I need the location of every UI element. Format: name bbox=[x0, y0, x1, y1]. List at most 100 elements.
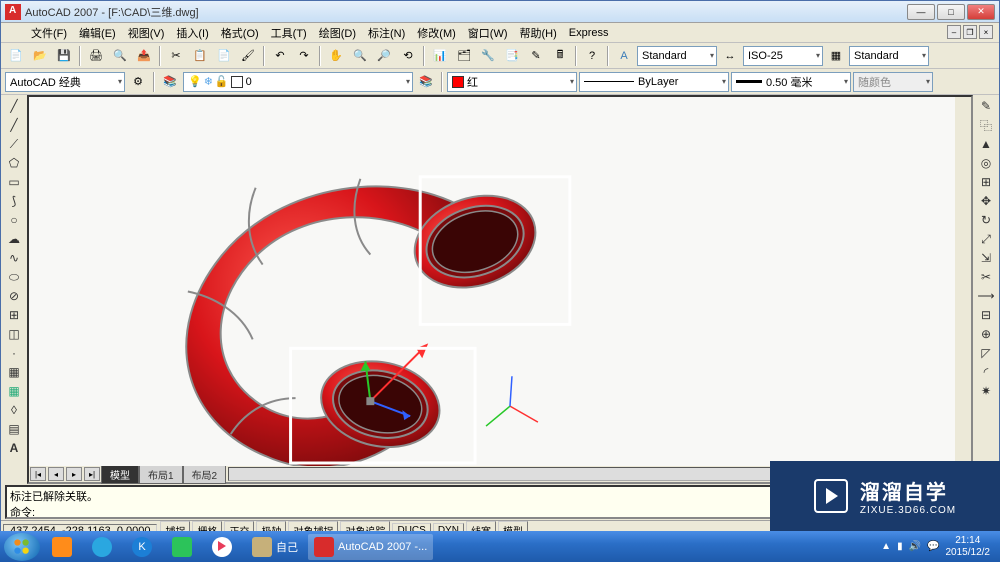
layer-props-button[interactable]: 📚 bbox=[159, 71, 181, 93]
menu-window[interactable]: 窗口(W) bbox=[462, 23, 514, 43]
menu-insert[interactable]: 插入(I) bbox=[170, 23, 214, 43]
help-button[interactable]: ? bbox=[581, 45, 603, 67]
table-tool[interactable]: ▤ bbox=[3, 420, 25, 438]
textstyle-combo[interactable]: Standard bbox=[637, 46, 717, 66]
zoom-rt-button[interactable]: 🔍 bbox=[349, 45, 371, 67]
join-tool[interactable]: ⊕ bbox=[975, 325, 997, 343]
layer-combo[interactable]: 💡 ❄ 🔓 0 bbox=[183, 72, 413, 92]
windows-taskbar[interactable]: K 自己 AutoCAD 2007 -... ▲ ▮ 🔊 💬 21:14 201… bbox=[0, 531, 1000, 562]
paste-button[interactable]: 📄 bbox=[213, 45, 235, 67]
markup-button[interactable]: ✎ bbox=[525, 45, 547, 67]
close-button[interactable]: ✕ bbox=[967, 4, 995, 20]
tablestyle-combo[interactable]: Standard bbox=[849, 46, 929, 66]
model-viewport[interactable] bbox=[29, 97, 971, 466]
zoom-prev-button[interactable]: ⟲ bbox=[397, 45, 419, 67]
taskbar-app-2[interactable] bbox=[86, 534, 122, 560]
tray-clock[interactable]: 21:14 2015/12/2 bbox=[946, 535, 991, 559]
textstyle-icon[interactable]: A bbox=[613, 45, 635, 67]
scale-tool[interactable]: ⤢ bbox=[975, 230, 997, 248]
mirror-tool[interactable]: ▲ bbox=[975, 135, 997, 153]
mdi-restore[interactable]: ❐ bbox=[963, 25, 977, 39]
menu-help[interactable]: 帮助(H) bbox=[514, 23, 563, 43]
pan-button[interactable]: ✋ bbox=[325, 45, 347, 67]
taskbar-app-1[interactable] bbox=[46, 534, 82, 560]
menu-view[interactable]: 视图(V) bbox=[122, 23, 171, 43]
region-tool[interactable]: ◊ bbox=[3, 401, 25, 419]
properties-button[interactable]: 📊 bbox=[429, 45, 451, 67]
circle-tool[interactable]: ○ bbox=[3, 211, 25, 229]
mdi-close[interactable]: × bbox=[979, 25, 993, 39]
system-tray[interactable]: ▲ ▮ 🔊 💬 21:14 2015/12/2 bbox=[881, 535, 996, 559]
model-tab[interactable]: 模型 bbox=[101, 465, 139, 484]
break-tool[interactable]: ⊟ bbox=[975, 306, 997, 324]
start-button[interactable] bbox=[4, 533, 40, 561]
new-button[interactable]: 📄 bbox=[5, 45, 27, 67]
menu-dim[interactable]: 标注(N) bbox=[362, 23, 411, 43]
chamfer-tool[interactable]: ◸ bbox=[975, 344, 997, 362]
array-tool[interactable]: ⊞ bbox=[975, 173, 997, 191]
plotstyle-combo[interactable]: 随颜色 bbox=[853, 72, 933, 92]
ssm-button[interactable]: 📑 bbox=[501, 45, 523, 67]
copy-button[interactable]: 📋 bbox=[189, 45, 211, 67]
preview-button[interactable]: 🔍 bbox=[109, 45, 131, 67]
menu-modify[interactable]: 修改(M) bbox=[411, 23, 462, 43]
minimize-button[interactable]: — bbox=[907, 4, 935, 20]
calc-button[interactable]: 🖩 bbox=[549, 45, 571, 67]
gradient-tool[interactable]: ▦ bbox=[3, 382, 25, 400]
rect-tool[interactable]: ▭ bbox=[3, 173, 25, 191]
point-tool[interactable]: · bbox=[3, 344, 25, 362]
taskbar-app-5[interactable] bbox=[206, 534, 242, 560]
dimstyle-icon[interactable]: ↔ bbox=[719, 45, 741, 67]
open-button[interactable]: 📂 bbox=[29, 45, 51, 67]
mdi-minimize[interactable]: – bbox=[947, 25, 961, 39]
polygon-tool[interactable]: ⬠ bbox=[3, 154, 25, 172]
tablestyle-icon[interactable]: ▦ bbox=[825, 45, 847, 67]
ellipse-tool[interactable]: ⬭ bbox=[3, 268, 25, 286]
extend-tool[interactable]: ⟶ bbox=[975, 287, 997, 305]
menu-format[interactable]: 格式(O) bbox=[215, 23, 265, 43]
taskbar-app-folder[interactable]: 自己 bbox=[246, 534, 304, 560]
tab-first[interactable]: |◂ bbox=[30, 467, 46, 481]
redo-button[interactable]: ↷ bbox=[293, 45, 315, 67]
tab-last[interactable]: ▸| bbox=[84, 467, 100, 481]
dimstyle-combo[interactable]: ISO-25 bbox=[743, 46, 823, 66]
stretch-tool[interactable]: ⇲ bbox=[975, 249, 997, 267]
cut-button[interactable]: ✂ bbox=[165, 45, 187, 67]
pline-tool[interactable]: ⟋ bbox=[3, 135, 25, 153]
workspace-settings[interactable]: ⚙ bbox=[127, 71, 149, 93]
arc-tool[interactable]: ⟆ bbox=[3, 192, 25, 210]
erase-tool[interactable]: ✎ bbox=[975, 97, 997, 115]
tp-button[interactable]: 🔧 bbox=[477, 45, 499, 67]
rotate-tool[interactable]: ↻ bbox=[975, 211, 997, 229]
tray-msg-icon[interactable]: 💬 bbox=[927, 541, 939, 552]
titlebar[interactable]: AutoCAD 2007 - [F:\CAD\三维.dwg] — □ ✕ bbox=[1, 1, 999, 23]
linetype-combo[interactable]: ByLayer bbox=[579, 72, 729, 92]
publish-button[interactable]: 📤 bbox=[133, 45, 155, 67]
menu-express[interactable]: Express bbox=[563, 25, 615, 41]
save-button[interactable]: 💾 bbox=[53, 45, 75, 67]
layer-prev-button[interactable]: 📚 bbox=[415, 71, 437, 93]
move-tool[interactable]: ✥ bbox=[975, 192, 997, 210]
insert-tool[interactable]: ⊞ bbox=[3, 306, 25, 324]
color-combo[interactable]: 红 bbox=[447, 72, 577, 92]
tab-prev[interactable]: ◂ bbox=[48, 467, 64, 481]
revcloud-tool[interactable]: ☁ bbox=[3, 230, 25, 248]
tray-vol-icon[interactable]: 🔊 bbox=[909, 541, 921, 552]
taskbar-app-4[interactable] bbox=[166, 534, 202, 560]
offset-tool[interactable]: ◎ bbox=[975, 154, 997, 172]
tray-flag-icon[interactable]: ▲ bbox=[881, 541, 891, 552]
trim-tool[interactable]: ✂ bbox=[975, 268, 997, 286]
layout1-tab[interactable]: 布局1 bbox=[139, 465, 183, 484]
menu-tools[interactable]: 工具(T) bbox=[265, 23, 313, 43]
block-tool[interactable]: ◫ bbox=[3, 325, 25, 343]
fillet-tool[interactable]: ◜ bbox=[975, 363, 997, 381]
copy-tool[interactable]: ⿻ bbox=[975, 116, 997, 134]
line-tool[interactable]: ╱ bbox=[3, 97, 25, 115]
undo-button[interactable]: ↶ bbox=[269, 45, 291, 67]
zoom-win-button[interactable]: 🔎 bbox=[373, 45, 395, 67]
menu-edit[interactable]: 编辑(E) bbox=[73, 23, 122, 43]
explode-tool[interactable]: ✷ bbox=[975, 382, 997, 400]
menu-draw[interactable]: 绘图(D) bbox=[313, 23, 362, 43]
tray-net-icon[interactable]: ▮ bbox=[897, 541, 903, 552]
workspace-combo[interactable]: AutoCAD 经典 bbox=[5, 72, 125, 92]
